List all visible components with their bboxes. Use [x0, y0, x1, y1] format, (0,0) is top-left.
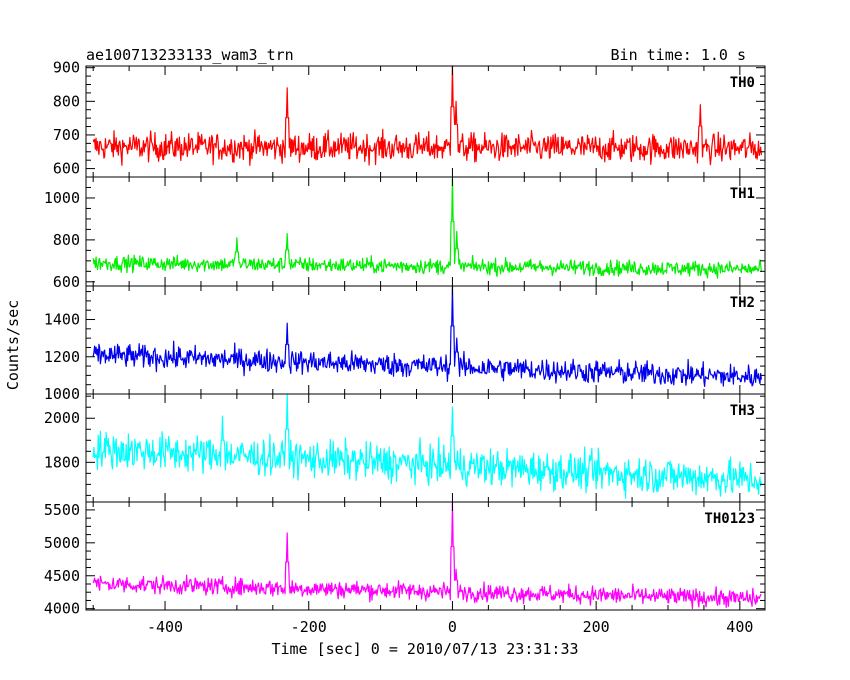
y-tick-label: 700 — [53, 126, 80, 144]
x-tick-label: 200 — [583, 618, 610, 636]
y-tick-label: 4000 — [44, 600, 80, 618]
x-tick-label: 0 — [448, 618, 457, 636]
y-tick-label: 5000 — [44, 534, 80, 552]
panel-th0: 600 700 800 900 TH0 — [53, 59, 766, 178]
panel-label: TH0 — [730, 75, 755, 91]
x-axis: -400 -200 0 200 400 — [147, 618, 753, 636]
bin-time-label: Bin time: 1.0 s — [611, 46, 746, 64]
y-tick-label: 600 — [53, 273, 80, 291]
series-line-th1 — [92, 176, 763, 279]
x-tick-label: -400 — [147, 618, 183, 636]
y-tick-label: 900 — [53, 59, 80, 77]
panel-frame — [85, 65, 766, 178]
y-tick-label: 800 — [53, 92, 80, 110]
chart-title: ae100713233133_wam3_trn — [86, 46, 294, 64]
panel-th1: 600 800 1000 TH1 — [44, 176, 766, 291]
panel-label: TH1 — [730, 186, 755, 202]
y-tick-label: 1800 — [44, 453, 80, 471]
panel-label: TH0123 — [704, 511, 755, 527]
panel-frame — [85, 501, 766, 611]
series-line-th0 — [92, 65, 763, 166]
panels-group: 600 700 800 900 TH0 600 800 1000 TH1 1000 1200 1400… — [44, 59, 766, 618]
y-tick-label: 1000 — [44, 189, 80, 207]
y-tick-label: 1400 — [44, 311, 80, 329]
y-tick-label: 1200 — [44, 348, 80, 366]
x-tick-label: -200 — [291, 618, 327, 636]
x-tick-label: 400 — [726, 618, 753, 636]
series-line-th2 — [92, 285, 763, 388]
y-tick-label: 5500 — [44, 501, 80, 519]
y-tick-label: 2000 — [44, 409, 80, 427]
y-tick-label: 1000 — [44, 385, 80, 403]
y-tick-label: 800 — [53, 231, 80, 249]
series-line-th0123 — [92, 501, 762, 610]
panel-th0123: 4000 4500 5000 5500 TH0123 — [44, 501, 766, 618]
y-tick-label: 4500 — [44, 567, 80, 585]
x-axis-title: Time [sec] 0 = 2010/07/13 23:31:33 — [271, 640, 578, 658]
panel-th2: 1000 1200 1400 TH2 — [44, 285, 766, 403]
panel-th3: 1800 2000 TH3 — [44, 393, 766, 503]
y-tick-label: 600 — [53, 160, 80, 178]
panel-label: TH3 — [730, 403, 755, 419]
y-axis-title: Counts/sec — [4, 300, 22, 390]
panel-label: TH2 — [730, 295, 755, 311]
series-line-th3 — [92, 393, 763, 499]
